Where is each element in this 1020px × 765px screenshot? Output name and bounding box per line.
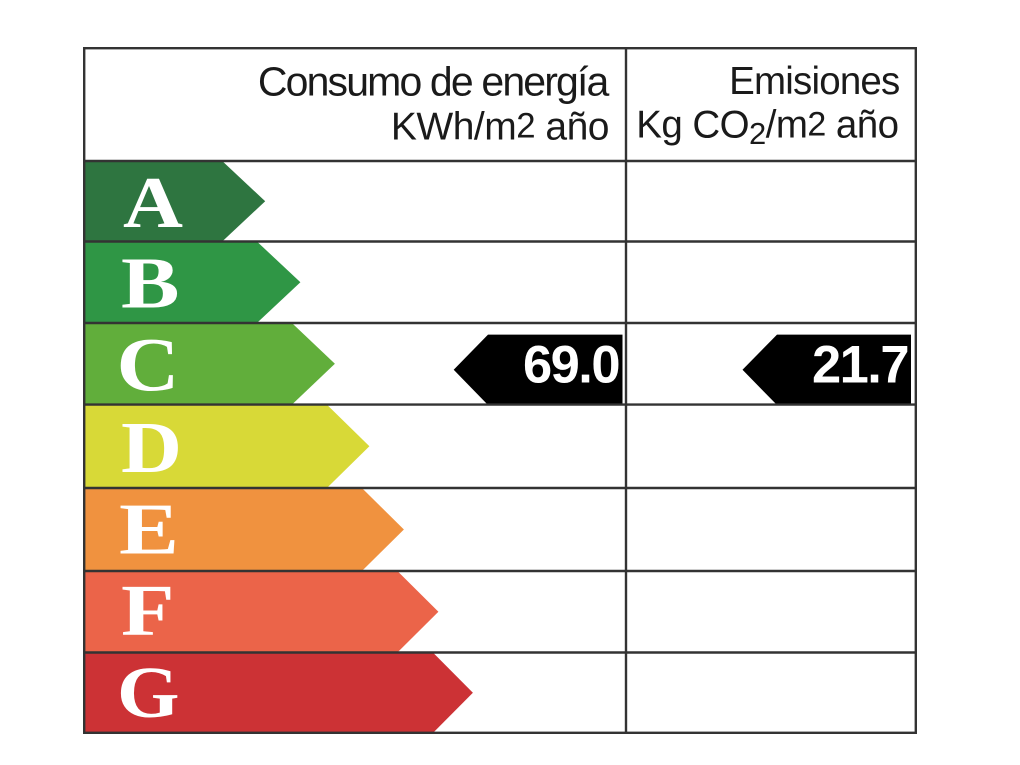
svg-text:Emisiones: Emisiones	[729, 60, 899, 103]
svg-text:KWh/m2 año: KWh/m2 año	[391, 106, 609, 149]
svg-text:Kg CO2/m2 año: Kg CO2/m2 año	[636, 104, 898, 152]
svg-text:E: E	[119, 488, 179, 569]
svg-text:C: C	[117, 324, 180, 408]
svg-text:D: D	[121, 407, 182, 488]
svg-text:Consumo de energía: Consumo de energía	[258, 59, 610, 105]
svg-text:A: A	[123, 162, 183, 243]
svg-text:21.7: 21.7	[812, 335, 908, 394]
svg-text:69.0: 69.0	[523, 335, 619, 394]
svg-text:B: B	[121, 243, 180, 324]
svg-text:G: G	[117, 652, 180, 733]
svg-text:F: F	[121, 570, 175, 651]
